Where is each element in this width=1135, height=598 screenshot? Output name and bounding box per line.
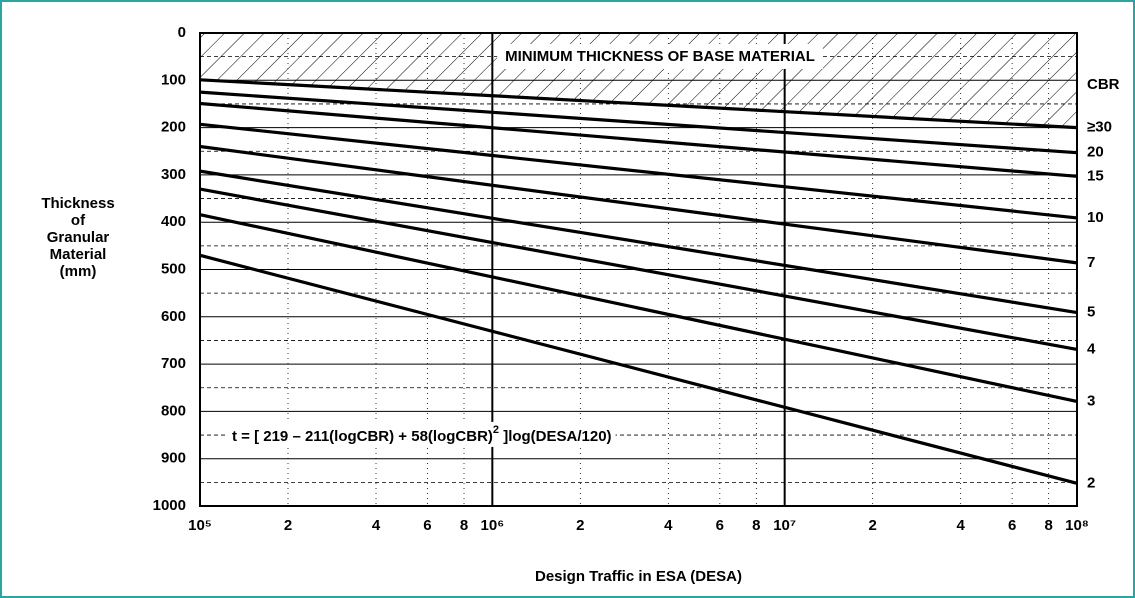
y-axis-label: Thickness xyxy=(41,195,114,212)
x-tick-label: 2 xyxy=(576,517,584,534)
x-tick-label: 10⁵ xyxy=(188,517,212,534)
x-tick-label: 2 xyxy=(284,517,292,534)
formula-part: 2 xyxy=(493,424,499,436)
x-axis-label: Design Traffic in ESA (DESA) xyxy=(535,568,742,585)
legend-label: 15 xyxy=(1087,167,1104,184)
legend-title: CBR xyxy=(1087,76,1120,93)
cbr-line xyxy=(199,187,1078,352)
y-tick-label: 800 xyxy=(161,402,186,419)
y-axis-label: (mm) xyxy=(60,263,97,280)
x-tick-label: 2 xyxy=(868,517,876,534)
y-tick-label: 600 xyxy=(161,308,186,325)
cbr-line xyxy=(199,169,1078,315)
legend-label: 3 xyxy=(1087,392,1095,409)
legend-label: 10 xyxy=(1087,209,1104,226)
y-tick-label: 500 xyxy=(161,260,186,277)
y-tick-label: 1000 xyxy=(153,497,186,514)
y-tick-label: 700 xyxy=(161,355,186,372)
legend-label: 5 xyxy=(1087,304,1095,321)
x-tick-label: 6 xyxy=(1008,517,1016,534)
cbr-line xyxy=(199,122,1078,220)
cbr-line xyxy=(199,90,1078,155)
y-tick-label: 300 xyxy=(161,166,186,183)
x-tick-label: 8 xyxy=(1044,517,1052,534)
y-tick-label: 200 xyxy=(161,119,186,136)
y-tick-label: 100 xyxy=(161,71,186,88)
legend-label: 2 xyxy=(1087,474,1095,491)
x-tick-label: 4 xyxy=(372,517,381,534)
x-tick-label: 4 xyxy=(956,517,965,534)
plot-frame xyxy=(199,32,1078,507)
cbr-line xyxy=(199,253,1078,485)
x-tick-label: 10⁸ xyxy=(1065,517,1089,534)
legend-label: 20 xyxy=(1087,144,1104,161)
y-tick-label: 900 xyxy=(161,450,186,467)
legend-label: ≥30 xyxy=(1087,119,1112,136)
annotation-bg xyxy=(497,43,823,69)
x-tick-label: 6 xyxy=(716,517,724,534)
x-tick-label: 8 xyxy=(460,517,468,534)
formula-part: ]log(DESA/120) xyxy=(499,428,612,445)
cbr-line xyxy=(199,213,1078,404)
legend-label: 7 xyxy=(1087,254,1095,271)
y-tick-label: 0 xyxy=(178,24,186,41)
legend-label: 4 xyxy=(1087,340,1096,357)
cbr-line xyxy=(199,144,1078,265)
annotation: MINIMUM THICKNESS OF BASE MATERIAL xyxy=(505,48,815,65)
cbr-line xyxy=(199,101,1078,178)
x-tick-label: 10⁷ xyxy=(773,517,796,534)
y-axis-label: of xyxy=(71,212,86,229)
y-axis-label: Material xyxy=(50,246,107,263)
x-tick-label: 6 xyxy=(423,517,431,534)
formula: t = [ 219 – 211(logCBR) + 58(logCBR)2 ]l… xyxy=(232,424,612,445)
x-tick-label: 10⁶ xyxy=(481,517,505,534)
formula-bg xyxy=(228,421,616,447)
y-tick-label: 400 xyxy=(161,213,186,230)
x-tick-label: 8 xyxy=(752,517,760,534)
cbr-line xyxy=(199,78,1078,130)
x-tick-label: 4 xyxy=(664,517,673,534)
formula-part: t = [ 219 – 211(logCBR) + 58(logCBR) xyxy=(232,428,493,445)
y-axis-label: Granular xyxy=(47,229,110,246)
